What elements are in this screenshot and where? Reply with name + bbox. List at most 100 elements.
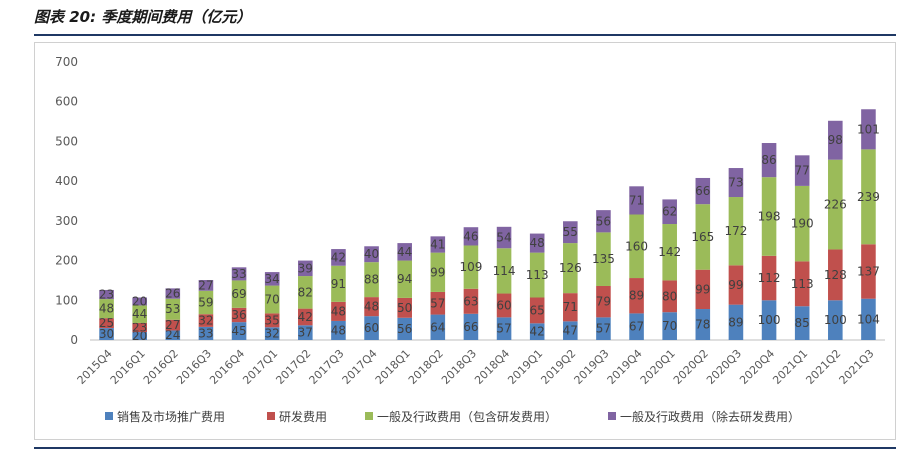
- data-label: 128: [824, 268, 847, 282]
- bar-segment: [231, 307, 247, 323]
- data-label: 86: [761, 153, 776, 167]
- bar-segment: [496, 317, 512, 340]
- title-rule: [34, 34, 896, 36]
- bar-segment: [529, 233, 545, 253]
- data-label: 78: [695, 318, 710, 332]
- data-label: 70: [265, 292, 280, 306]
- data-label: 64: [430, 320, 445, 334]
- bar-segment: [264, 327, 280, 340]
- data-label: 73: [728, 176, 743, 190]
- data-label: 47: [563, 324, 578, 338]
- data-label: 30: [99, 327, 114, 341]
- bar-segment: [596, 232, 611, 286]
- x-tick-label: 2020Q3: [704, 347, 744, 387]
- data-label: 20: [132, 329, 147, 343]
- bar-segment: [761, 177, 777, 256]
- data-label: 56: [596, 214, 611, 228]
- bar-segment: [132, 332, 147, 340]
- bar-segment: [231, 322, 247, 340]
- bar-segment: [165, 319, 181, 331]
- data-label: 57: [430, 296, 445, 310]
- data-label: 35: [265, 313, 280, 327]
- data-label: 24: [165, 328, 180, 342]
- bar-segment: [629, 214, 644, 279]
- x-tick-label: 2017Q3: [306, 347, 346, 387]
- data-label: 48: [364, 300, 379, 314]
- bar-segment: [794, 185, 810, 262]
- data-label: 98: [828, 133, 843, 147]
- x-tick-label: 2017Q1: [240, 347, 280, 387]
- data-label: 99: [430, 265, 445, 279]
- y-tick-label: 600: [55, 95, 78, 109]
- bar-segment: [761, 143, 777, 178]
- data-label: 32: [198, 314, 213, 328]
- data-label: 36: [231, 308, 246, 322]
- data-label: 32: [265, 327, 280, 341]
- data-label: 89: [629, 289, 644, 303]
- data-label: 44: [132, 307, 147, 321]
- bar-segment: [761, 300, 777, 340]
- data-label: 113: [526, 268, 549, 282]
- x-tick-label: 2021Q2: [803, 347, 843, 387]
- x-tick-label: 2021Q1: [770, 347, 810, 387]
- x-tick-label: 2019Q1: [505, 347, 545, 387]
- bar-segment: [496, 293, 512, 318]
- bar-segment: [828, 249, 843, 301]
- data-label: 226: [824, 198, 847, 212]
- x-tick-label: 2017Q4: [340, 347, 380, 387]
- bar-segment: [828, 159, 843, 250]
- y-tick-label: 700: [55, 55, 78, 69]
- data-label: 91: [331, 277, 346, 291]
- bar-segment: [430, 291, 446, 315]
- bar-segment: [629, 278, 644, 314]
- bar-segment: [596, 317, 611, 340]
- bar-segment: [298, 325, 313, 340]
- bar-segment: [331, 301, 346, 321]
- data-label: 54: [496, 231, 511, 245]
- bar-segment: [563, 321, 578, 340]
- bar-segment: [397, 243, 412, 261]
- x-tick-label: 2019Q3: [571, 347, 611, 387]
- legend: 销售及市场推广费用 研发费用 一般及行政费用（包含研发费用） 一般及行政费用（除去研发…: [105, 409, 800, 424]
- bar-segment: [662, 224, 677, 281]
- data-label: 79: [596, 295, 611, 309]
- x-tick-label: 2019Q2: [538, 347, 578, 387]
- x-tick-label: 2018Q2: [406, 347, 446, 387]
- data-label: 190: [791, 217, 814, 231]
- bar-segment: [629, 186, 644, 215]
- data-label: 89: [728, 315, 743, 329]
- bar-segment: [861, 244, 876, 299]
- data-label: 20: [132, 294, 147, 308]
- y-axis: 0 100 200 300 400 500 600 700: [55, 55, 78, 347]
- bar-segment: [563, 243, 578, 294]
- bar-segment: [463, 288, 479, 314]
- x-tick-label: 2016Q4: [207, 347, 247, 387]
- bar-segment: [496, 248, 512, 294]
- data-label: 114: [493, 264, 516, 278]
- bar-segment: [529, 252, 545, 298]
- data-label: 67: [629, 320, 644, 334]
- bar-segment: [264, 313, 280, 328]
- data-label: 109: [459, 260, 482, 274]
- data-label: 60: [496, 298, 511, 312]
- bar-segment: [198, 290, 214, 315]
- data-label: 33: [231, 267, 246, 281]
- x-tick-label: 2017Q2: [273, 347, 313, 387]
- bar-segment: [198, 280, 214, 291]
- legend-swatch: [608, 412, 616, 420]
- bar-segment: [298, 308, 313, 326]
- data-label: 39: [298, 261, 313, 275]
- bar-segment: [828, 120, 843, 160]
- legend-label: 一般及行政费用（包含研发费用）: [377, 409, 557, 424]
- data-label: 46: [463, 229, 478, 243]
- x-tick-label: 2016Q1: [108, 347, 148, 387]
- data-label: 27: [165, 318, 180, 332]
- bar-segment: [861, 109, 876, 150]
- data-label: 137: [857, 264, 880, 278]
- data-label: 45: [231, 324, 246, 338]
- bottom-rule: [34, 447, 896, 449]
- bar-segment: [99, 328, 114, 340]
- data-label: 135: [592, 252, 615, 266]
- bar-segment: [430, 236, 446, 253]
- bar-segment: [463, 313, 479, 340]
